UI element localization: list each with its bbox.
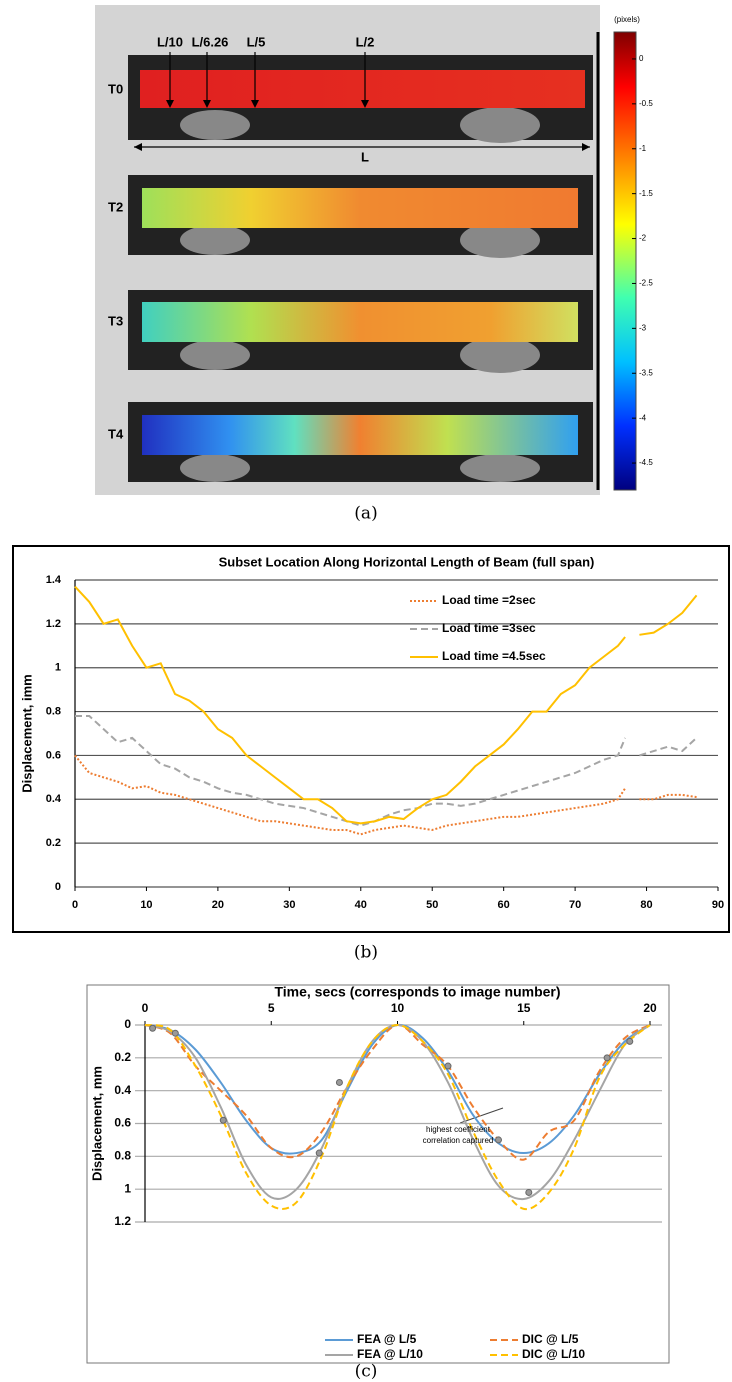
x-tick-label: 60 bbox=[498, 899, 510, 911]
legend-label: FEA @ L/5 bbox=[357, 1332, 417, 1346]
y-tick-label: 1 bbox=[124, 1181, 131, 1195]
data-point bbox=[219, 1116, 227, 1124]
colorbar-tick-label: -4 bbox=[639, 413, 647, 422]
y-tick-label: 0 bbox=[55, 881, 61, 893]
y-tick-label: 1.2 bbox=[46, 618, 61, 630]
marker-label: L/6.26 bbox=[192, 34, 229, 49]
colorbar bbox=[613, 31, 637, 491]
annotation: correlation captured bbox=[423, 1136, 494, 1145]
beam-t2 bbox=[142, 188, 578, 228]
x-tick-label: 50 bbox=[426, 899, 438, 911]
x-tick-label: 30 bbox=[283, 899, 295, 911]
caption: (a) bbox=[354, 504, 377, 524]
annotation-arrow bbox=[459, 1107, 504, 1124]
caption: (c) bbox=[355, 1362, 378, 1382]
data-point bbox=[495, 1136, 502, 1144]
series-line bbox=[74, 754, 697, 836]
x-axis-label: Time, secs (corresponds to image number) bbox=[274, 984, 560, 1000]
x-tick-label: 70 bbox=[569, 899, 581, 911]
colorbar-tick-label: -3 bbox=[639, 323, 647, 332]
caption: (b) bbox=[354, 943, 378, 963]
data-point bbox=[335, 1078, 343, 1086]
y-tick-label: 0.4 bbox=[114, 1083, 131, 1097]
colorbar-tick-label: 0 bbox=[639, 54, 644, 63]
x-tick-label: 5 bbox=[268, 1001, 275, 1015]
y-tick-label: 0.6 bbox=[46, 749, 61, 761]
colorbar-title: (pixels) bbox=[614, 15, 640, 24]
marker-label: L/2 bbox=[356, 34, 375, 49]
colorbar-tick-label: -2.5 bbox=[639, 279, 653, 288]
marker-label: L/10 bbox=[157, 34, 183, 49]
row-label: T3 bbox=[108, 313, 123, 328]
marker-label: L/5 bbox=[247, 34, 266, 49]
y-axis-label: Displacement, mm bbox=[89, 1066, 104, 1181]
colorbar-tick-label: -4.5 bbox=[639, 458, 653, 467]
legend-label: FEA @ L/10 bbox=[357, 1347, 423, 1361]
y-tick-label: 0.2 bbox=[46, 837, 61, 849]
colorbar-tick-label: -3.5 bbox=[639, 368, 653, 377]
x-tick-label: 0 bbox=[72, 899, 78, 911]
x-tick-label: 15 bbox=[517, 1001, 531, 1015]
legend-label: DIC @ L/10 bbox=[522, 1347, 585, 1361]
y-tick-label: 0.8 bbox=[114, 1149, 131, 1163]
beam-t3 bbox=[142, 302, 578, 342]
x-tick-label: 80 bbox=[640, 899, 652, 911]
colorbar-tick-label: -1.5 bbox=[639, 189, 653, 198]
panel-a: L/10 L/6.26 L/5 L/2 L T0 T2 T3 T4 (pixel… bbox=[95, 5, 660, 524]
supports bbox=[180, 107, 540, 482]
data-point bbox=[149, 1024, 157, 1032]
chart-title: Subset Location Along Horizontal Length … bbox=[219, 554, 595, 569]
x-tick-label: 10 bbox=[140, 899, 152, 911]
y-axis-label: Displacement, imm bbox=[19, 674, 34, 793]
data-point bbox=[444, 1062, 452, 1070]
y-tick-label: 1 bbox=[55, 662, 61, 674]
y-tick-label: 0.8 bbox=[46, 705, 61, 717]
series-line bbox=[144, 1023, 651, 1155]
arrowheads bbox=[134, 100, 590, 151]
data-point bbox=[626, 1037, 634, 1045]
row-label: T0 bbox=[108, 81, 123, 96]
chart: 0 0.2 0.4 0.6 0.8 1 1.2 1.4 0 10 20 30 40 50 60 70 80 90 S… bbox=[19, 554, 724, 910]
row-label: T4 bbox=[108, 426, 124, 441]
colorbar-tick-label: -2 bbox=[639, 234, 647, 243]
y-tick-label: 1.4 bbox=[46, 574, 62, 586]
series-line bbox=[75, 714, 698, 827]
data-point bbox=[315, 1149, 323, 1157]
chart-frame bbox=[12, 545, 730, 933]
x-tick-label: 90 bbox=[712, 899, 724, 911]
y-tick-label: 1.2 bbox=[114, 1214, 131, 1228]
data-point bbox=[171, 1029, 179, 1037]
x-tick-label: 20 bbox=[212, 899, 224, 911]
x-tick-label: 40 bbox=[355, 899, 367, 911]
legend-label: Load time =3sec bbox=[442, 621, 536, 635]
x-tick-label: 0 bbox=[142, 1001, 149, 1015]
y-tick-label: 0.2 bbox=[114, 1050, 131, 1064]
data-point bbox=[603, 1054, 611, 1062]
chart: 0 0.2 0.4 0.6 0.8 1 1.2 0 5 10 15 20 Time, secs (cor… bbox=[89, 984, 662, 1361]
y-tick-label: 0 bbox=[124, 1017, 131, 1031]
beam-t4 bbox=[142, 415, 578, 455]
series-line bbox=[74, 585, 698, 825]
chart-frame bbox=[86, 984, 670, 1364]
series-line bbox=[144, 1023, 651, 1201]
marker-arrows bbox=[134, 52, 590, 148]
row-label: T2 bbox=[108, 199, 123, 214]
y-tick-label: 0.6 bbox=[114, 1116, 131, 1130]
annotation: highest coefficient bbox=[426, 1125, 491, 1134]
x-tick-label: 10 bbox=[391, 1001, 405, 1015]
colorbar-tick-label: -1 bbox=[639, 144, 647, 153]
span-label: L bbox=[361, 149, 369, 164]
data-point bbox=[525, 1188, 533, 1196]
series-line bbox=[144, 1023, 651, 1211]
colorbar-tick-label: -0.5 bbox=[639, 99, 653, 108]
y-tick-label: 0.4 bbox=[46, 793, 62, 805]
x-tick-label: 20 bbox=[643, 1001, 657, 1015]
legend-label: Load time =2sec bbox=[442, 593, 536, 607]
legend-label: Load time =4.5sec bbox=[442, 649, 546, 663]
legend-label: DIC @ L/5 bbox=[522, 1332, 579, 1346]
